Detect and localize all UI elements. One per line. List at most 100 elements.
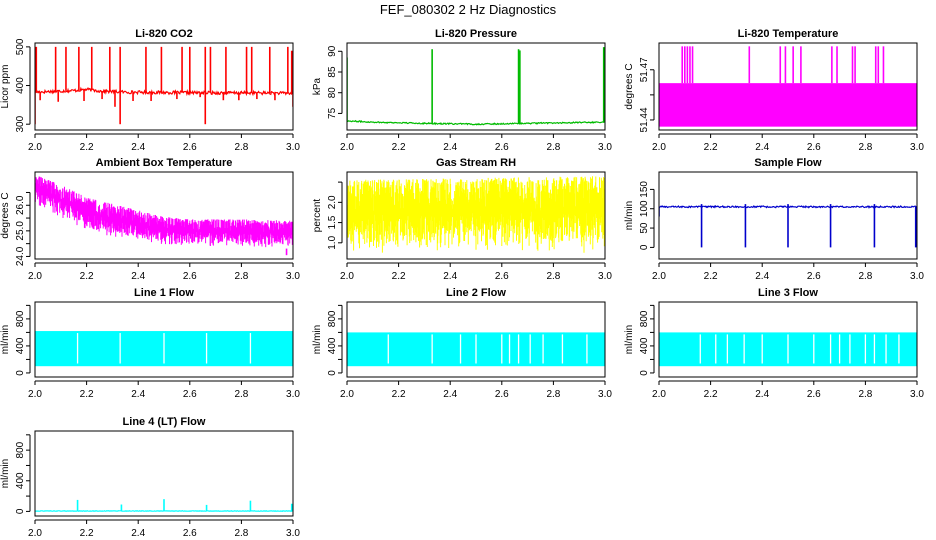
line-4-lt-flow-x-tick-label: 2.8 xyxy=(234,528,248,539)
panel-line-4-lt-flow: 2.0 2.2 2.4 2.6 2.8 3.0 0 400 800 ml/min Line 4 (L… xyxy=(0,416,300,539)
sample-flow-y-axis-label: ml/min xyxy=(624,201,635,230)
panel-li-820-temperature: 2.0 2.2 2.4 2.6 2.8 3.0 51.44 51.47 degrees C Li-… xyxy=(624,28,924,153)
sample-flow-x-tick-label: 2.2 xyxy=(704,271,718,282)
line-3-flow-x-tick-label: 2.4 xyxy=(755,389,769,400)
line-4-lt-flow-title: Line 4 (LT) Flow xyxy=(123,416,206,428)
gas-stream-rh-y-tick-label: 1.0 xyxy=(327,235,338,249)
li-820-co2-title: Li-820 CO2 xyxy=(135,28,192,40)
gas-stream-rh-x-tick-label: 2.8 xyxy=(546,271,560,282)
line-4-lt-flow-y-tick-label: 0 xyxy=(15,508,26,514)
li-820-pressure-data xyxy=(347,47,605,126)
sample-flow-y-tick-label: 0 xyxy=(639,244,650,250)
line-3-flow-y-axis-label: ml/min xyxy=(624,325,635,354)
line-3-flow-x-tick-label: 2.6 xyxy=(807,389,821,400)
li-820-temperature-title: Li-820 Temperature xyxy=(738,28,839,40)
ambient-box-temperature-plot-frame xyxy=(34,171,294,260)
line-2-flow-data xyxy=(347,332,605,367)
line-3-flow-y-tick-label: 0 xyxy=(639,370,650,376)
ambient-box-temperature-title: Ambient Box Temperature xyxy=(96,157,233,169)
panel-li-820-co2: 2.0 2.2 2.4 2.6 2.8 3.0 300 400 500 Licor ppm Li-8… xyxy=(0,28,300,153)
li-820-temperature-x-tick-label: 3.0 xyxy=(910,142,924,153)
line-1-flow-data xyxy=(35,331,293,367)
sample-flow-plot-frame xyxy=(658,171,918,260)
line-2-flow-y-tick-label: 800 xyxy=(327,310,338,327)
line-3-flow-plot-frame xyxy=(658,301,918,378)
line-3-flow-data xyxy=(659,332,917,367)
sample-flow-x-tick-label: 2.6 xyxy=(807,271,821,282)
line-4-lt-flow-x-tick-label: 2.0 xyxy=(28,528,42,539)
li-820-pressure-y-axis-label: kPa xyxy=(312,77,323,95)
li-820-temperature-y-tick-label: 51.44 xyxy=(639,107,650,132)
line-2-flow-y-axis-label: ml/min xyxy=(312,325,323,354)
line-4-lt-flow-plot-frame xyxy=(34,430,294,517)
li-820-temperature-y-tick-label: 51.47 xyxy=(639,57,650,82)
line-4-lt-flow-y-tick-label: 400 xyxy=(15,472,26,489)
li-820-co2-plot-frame xyxy=(34,42,294,131)
line-2-flow-x-tick-label: 2.2 xyxy=(392,389,406,400)
li-820-pressure-plot-frame xyxy=(346,42,606,131)
panel-line-3-flow: 2.0 2.2 2.4 2.6 2.8 3.0 0 400 800 ml/min Line 3 Fl… xyxy=(624,287,924,400)
line-1-flow-y-tick-label: 800 xyxy=(15,310,26,327)
li-820-co2-data xyxy=(35,46,293,125)
gas-stream-rh-x-tick-label: 2.6 xyxy=(495,271,509,282)
line-1-flow-title: Line 1 Flow xyxy=(134,287,194,299)
panel-li-820-pressure: 2.0 2.2 2.4 2.6 2.8 3.0 75 80 85 90 kPa Li-820 Pres… xyxy=(312,28,612,153)
ambient-box-temperature-x-tick-label: 2.4 xyxy=(131,271,145,282)
line-4-lt-flow-x-tick-label: 2.2 xyxy=(80,528,94,539)
li-820-temperature-data xyxy=(659,46,917,127)
line-4-lt-flow-x-tick-label: 3.0 xyxy=(286,528,300,539)
gas-stream-rh-series-noise xyxy=(347,176,605,253)
li-820-temperature-x-tick-label: 2.0 xyxy=(652,142,666,153)
line-3-flow-x-tick-label: 2.2 xyxy=(704,389,718,400)
line-1-flow-x-tick-label: 2.8 xyxy=(234,389,248,400)
ambient-box-temperature-y-tick-label: 26.0 xyxy=(15,195,26,215)
li-820-pressure-y-tick-label: 85 xyxy=(327,66,338,78)
li-820-pressure-x-tick-label: 2.2 xyxy=(392,142,406,153)
ambient-box-temperature-y-axis-label: degrees C xyxy=(0,192,11,238)
gas-stream-rh-x-tick-label: 2.4 xyxy=(443,271,457,282)
li-820-co2-y-tick-label: 500 xyxy=(15,38,26,55)
li-820-co2-y-tick-label: 400 xyxy=(15,77,26,94)
li-820-pressure-x-tick-label: 2.4 xyxy=(443,142,457,153)
sample-flow-x-tick-label: 2.4 xyxy=(755,271,769,282)
ambient-box-temperature-x-tick-label: 2.6 xyxy=(183,271,197,282)
line-2-flow-y-tick-label: 400 xyxy=(327,337,338,354)
li-820-temperature-series-band xyxy=(659,83,917,127)
line-3-flow-y-tick-label: 400 xyxy=(639,337,650,354)
line-2-flow-x-tick-label: 2.0 xyxy=(340,389,354,400)
line-4-lt-flow-data xyxy=(35,499,293,512)
line-4-lt-flow-x-tick-label: 2.4 xyxy=(131,528,145,539)
figure-title: FEF_080302 2 Hz Diagnostics xyxy=(380,2,557,17)
li-820-temperature-y-axis-label: degrees C xyxy=(624,63,635,109)
line-1-flow-y-tick-label: 400 xyxy=(15,337,26,354)
li-820-co2-x-tick-label: 2.4 xyxy=(131,142,145,153)
gas-stream-rh-x-tick-label: 3.0 xyxy=(598,271,612,282)
line-2-flow-x-tick-label: 2.4 xyxy=(443,389,457,400)
li-820-pressure-y-tick-label: 80 xyxy=(327,87,338,99)
li-820-temperature-x-tick-label: 2.6 xyxy=(807,142,821,153)
line-1-flow-x-tick-label: 2.0 xyxy=(28,389,42,400)
li-820-temperature-x-tick-label: 2.4 xyxy=(755,142,769,153)
li-820-co2-y-tick-label: 300 xyxy=(15,115,26,132)
ambient-box-temperature-y-tick-label: 25.0 xyxy=(15,221,26,241)
li-820-co2-x-tick-label: 3.0 xyxy=(286,142,300,153)
li-820-temperature-plot-frame xyxy=(658,42,918,131)
line-3-flow-title: Line 3 Flow xyxy=(758,287,818,299)
ambient-box-temperature-x-tick-label: 2.2 xyxy=(80,271,94,282)
sample-flow-x-tick-label: 3.0 xyxy=(910,271,924,282)
li-820-pressure-series-line xyxy=(347,119,605,126)
gas-stream-rh-title: Gas Stream RH xyxy=(436,157,516,169)
ambient-box-temperature-series-noise xyxy=(35,176,293,248)
line-4-lt-flow-x-tick-label: 2.6 xyxy=(183,528,197,539)
li-820-pressure-y-tick-label: 75 xyxy=(327,107,338,119)
sample-flow-x-tick-label: 2.0 xyxy=(652,271,666,282)
line-1-flow-x-tick-label: 2.4 xyxy=(131,389,145,400)
line-3-flow-x-tick-label: 3.0 xyxy=(910,389,924,400)
li-820-pressure-x-tick-label: 3.0 xyxy=(598,142,612,153)
line-2-flow-title: Line 2 Flow xyxy=(446,287,506,299)
line-3-flow-y-tick-label: 800 xyxy=(639,310,650,327)
gas-stream-rh-data xyxy=(347,176,605,253)
gas-stream-rh-y-tick-label: 1.5 xyxy=(327,215,338,229)
gas-stream-rh-x-tick-label: 2.0 xyxy=(340,271,354,282)
